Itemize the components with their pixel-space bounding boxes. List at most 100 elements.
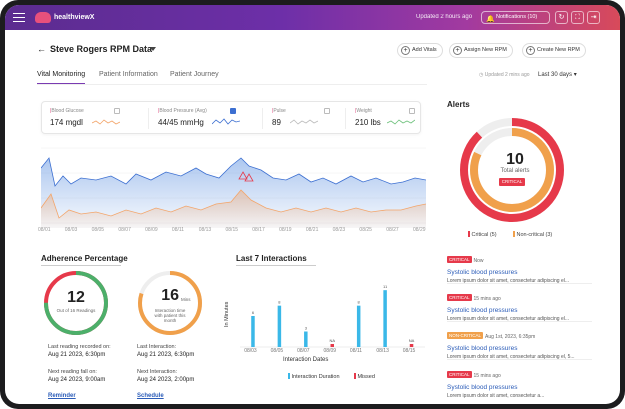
- vital-checkbox[interactable]: [114, 108, 120, 114]
- notifications-label: Notifications (10): [496, 14, 538, 20]
- refresh-icon[interactable]: ↻: [555, 11, 568, 24]
- vital-value: 44/45 mmHg: [158, 118, 204, 127]
- chart-updated-text: ◷ Updated 2 mins ago: [479, 72, 530, 78]
- x-tick-label: 08/25: [359, 227, 372, 233]
- legend-duration: Interaction Duration: [288, 373, 340, 380]
- legend-missed-label: Missed: [357, 374, 375, 380]
- interactions-ylabel: In Minutes: [224, 301, 230, 327]
- divider: [447, 359, 592, 360]
- vital-blood-pressure[interactable]: |Blood Pressure (Avg) 44/45 mmHg: [150, 102, 245, 135]
- vital-label-text: Blood Glucose: [51, 108, 84, 114]
- vital-weight[interactable]: |Weight 210 lbs: [347, 102, 442, 135]
- vital-blood-glucose[interactable]: |Blood Glucose 174 mgdl: [42, 102, 137, 135]
- bar-x-tick-label: 08/03: [244, 348, 257, 354]
- last-updated-text: Updated 2 hours ago: [416, 14, 473, 20]
- next-reading: Next reading fall on: Aug 24 2023, 9:00am: [48, 369, 105, 383]
- critical-arc: [460, 118, 564, 222]
- alert-feed-item[interactable]: CRITICAL 15 mins ago Systolic blood press…: [447, 364, 597, 399]
- bp-line: [41, 157, 426, 187]
- patient-title: Steve Rogers RPM Data: [50, 44, 153, 54]
- glucose-line: [41, 189, 426, 219]
- bar-value-label: 6: [252, 310, 255, 315]
- warning-icon[interactable]: [238, 171, 254, 182]
- tab-vital-monitoring[interactable]: Vital Monitoring: [37, 71, 86, 85]
- vital-value: 210 lbs: [355, 118, 381, 127]
- vital-value: 89: [272, 118, 281, 127]
- bar-value-label: NA: [409, 338, 415, 343]
- create-rpm-button[interactable]: + Create New RPM: [522, 43, 586, 58]
- feed-time: 15 mins ago: [473, 373, 501, 379]
- next-interaction-value: Aug 24 2023, 2:00pm: [137, 377, 195, 383]
- assign-rpm-label: Assign New RPM: [464, 47, 507, 53]
- bar-value-label: 11: [383, 284, 388, 289]
- x-tick-label: 08/23: [332, 227, 346, 233]
- feed-title[interactable]: Systolic blood pressures: [447, 384, 518, 391]
- brand-logo-icon: [35, 12, 51, 23]
- divider: [236, 265, 316, 266]
- vital-pulse[interactable]: |Pulse 89: [264, 102, 359, 135]
- x-tick-label: 08/13: [198, 227, 212, 233]
- fullscreen-icon[interactable]: ⛶: [571, 11, 584, 24]
- feed-time: 15 mins ago: [473, 296, 501, 302]
- plus-icon: +: [453, 46, 462, 55]
- feed-desc: Lorem ipsum dolor sit amet, consectetur …: [447, 278, 569, 284]
- reminder-link[interactable]: Reminder: [48, 393, 76, 399]
- feed-title[interactable]: Systolic blood pressures: [447, 345, 518, 352]
- vital-checkbox[interactable]: [324, 108, 330, 114]
- assign-rpm-button[interactable]: + Assign New RPM: [449, 43, 513, 58]
- feed-title[interactable]: Systolic blood pressures: [447, 269, 518, 276]
- vital-checkbox[interactable]: [409, 108, 415, 114]
- x-tick-label: 08/05: [91, 227, 105, 233]
- chevron-down-icon[interactable]: [150, 47, 156, 51]
- feed-desc: Lorem ipsum dolor sit amet, consectetur …: [447, 393, 545, 399]
- legend-duration-label: Interaction Duration: [291, 374, 340, 380]
- feed-badge: NON-CRITICAL: [447, 332, 484, 339]
- missed-bar[interactable]: [409, 344, 414, 347]
- next-reading-label: Next reading fall on:: [48, 369, 97, 375]
- missed-bar[interactable]: [330, 344, 335, 347]
- vital-label: |Weight: [355, 108, 372, 114]
- duration-bar[interactable]: [277, 305, 282, 347]
- readings-sub: Out of 16 Readings: [56, 308, 96, 313]
- divider: [345, 108, 346, 129]
- schedule-link[interactable]: Schedule: [137, 393, 164, 399]
- interaction-ring-fill: [138, 271, 202, 335]
- readings-ring: [44, 271, 108, 335]
- back-arrow-icon[interactable]: ←: [37, 44, 46, 54]
- logout-icon[interactable]: ⇥: [587, 11, 600, 24]
- bar-x-tick-label: 08/15: [402, 348, 416, 354]
- hamburger-menu-icon[interactable]: [13, 13, 25, 22]
- tab-patient-journey[interactable]: Patient Journey: [170, 71, 219, 78]
- duration-bar[interactable]: [383, 290, 387, 347]
- vital-checkbox[interactable]: [230, 108, 236, 114]
- add-vitals-button[interactable]: + Add Vitals: [397, 43, 443, 58]
- create-rpm-label: Create New RPM: [537, 47, 580, 53]
- feed-desc: Lorem ipsum dolor sit amet, consectetur …: [447, 354, 575, 360]
- app-screen: healthviewX Updated 2 hours ago 🔔 Notifi…: [5, 5, 620, 404]
- alert-feed-item[interactable]: NON-CRITICAL Aug 1st, 2023, 6:35pm Systol…: [447, 325, 597, 360]
- sparkline-glucose: [92, 119, 120, 125]
- alert-feed-item[interactable]: CRITICAL Now Systolic blood pressures Lor…: [447, 249, 597, 284]
- bell-icon: 🔔: [486, 16, 495, 23]
- x-tick-label: 08/01: [38, 227, 51, 233]
- duration-bar[interactable]: [251, 316, 255, 347]
- vital-label-text: Weight: [356, 108, 372, 114]
- interaction-unit: Mins: [181, 297, 191, 302]
- clock-icon: ◷: [479, 72, 485, 78]
- date-range-select[interactable]: Last 30 days ▾: [538, 72, 577, 78]
- plus-icon: +: [526, 46, 535, 55]
- divider: [447, 283, 592, 284]
- x-tick-label: 08/09: [145, 227, 158, 233]
- alert-feed-item[interactable]: CRITICAL 15 mins ago Systolic blood press…: [447, 287, 597, 322]
- duration-bar[interactable]: [356, 305, 361, 347]
- duration-bar[interactable]: [304, 331, 308, 348]
- tab-patient-information[interactable]: Patient Information: [99, 71, 158, 78]
- notifications-button[interactable]: 🔔 Notifications (10): [481, 11, 550, 24]
- interaction-ring: [138, 271, 202, 335]
- feed-title[interactable]: Systolic blood pressures: [447, 307, 518, 314]
- feed-badge: CRITICAL: [447, 294, 472, 301]
- legend-swatch: [513, 231, 515, 237]
- x-tick-label: 08/27: [386, 227, 399, 233]
- vitals-trend-chart: [41, 147, 426, 228]
